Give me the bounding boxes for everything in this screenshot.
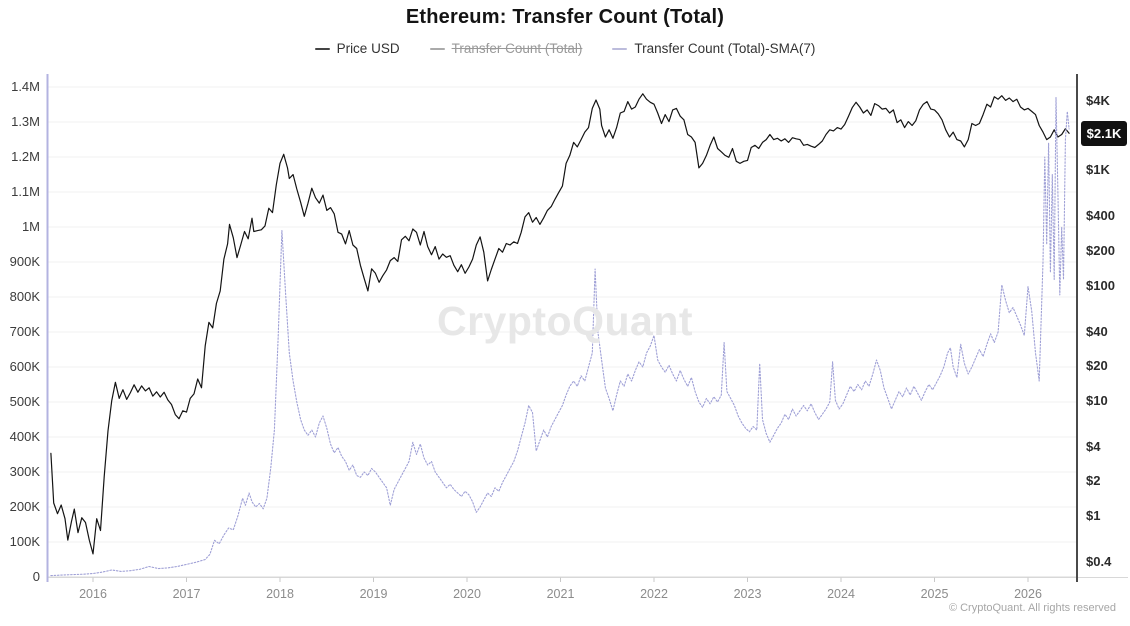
line-marker-icon bbox=[612, 47, 628, 50]
x-axis-label: 2026 bbox=[1014, 587, 1042, 601]
y-axis-label-right: $10 bbox=[1086, 392, 1108, 408]
line-marker-icon bbox=[429, 47, 445, 50]
x-axis-label: 2020 bbox=[453, 587, 481, 601]
y-axis-label-left: 500K bbox=[9, 394, 40, 409]
y-axis-label-left: 1.3M bbox=[11, 114, 40, 129]
y-axis-label-right: $0.4 bbox=[1086, 554, 1112, 569]
x-axis-label: 2018 bbox=[266, 587, 294, 601]
page-title: Ethereum: Transfer Count (Total) bbox=[405, 6, 725, 28]
y-axis-label-left: 300K bbox=[9, 464, 40, 479]
current-price-badge: $2.1K bbox=[1081, 120, 1127, 146]
y-axis-label-left: 700K bbox=[9, 324, 40, 339]
x-axis-label: 2019 bbox=[359, 587, 388, 601]
x-axis-label: 2021 bbox=[546, 587, 575, 601]
y-axis-label-left: 1.2M bbox=[11, 149, 40, 164]
x-axis-label: 2025 bbox=[920, 587, 949, 601]
y-axis-label-left: 600K bbox=[9, 359, 40, 374]
y-axis-label-left: 100K bbox=[9, 534, 40, 549]
x-axis-label: 2022 bbox=[640, 587, 668, 601]
x-axis-label: 2023 bbox=[733, 587, 762, 601]
y-axis-label-right: $200 bbox=[1086, 242, 1115, 258]
y-axis-label-left: 0 bbox=[32, 569, 40, 584]
y-axis-label-left: 800K bbox=[9, 289, 40, 304]
y-axis-label-left: 1.4M bbox=[11, 79, 40, 94]
legend: Price USD Transfer Count (Total) Transfe… bbox=[0, 41, 1130, 56]
y-axis-label-left: 400K bbox=[9, 429, 40, 444]
y-axis-label-left: 900K bbox=[9, 254, 40, 269]
y-axis-label-left: 200K bbox=[9, 499, 40, 514]
legend-item-transfer-count[interactable]: Transfer Count (Total) bbox=[429, 41, 583, 56]
y-axis-label-right: $1 bbox=[1086, 508, 1101, 524]
x-axis-label: 2024 bbox=[827, 587, 855, 601]
y-axis-label-left: 1M bbox=[21, 219, 40, 234]
y-axis-label-right: $4 bbox=[1086, 438, 1101, 454]
legend-item-price-usd[interactable]: Price USD bbox=[314, 41, 400, 56]
y-axis-label-right: $20 bbox=[1086, 358, 1108, 374]
y-axis-label-right: $400 bbox=[1086, 208, 1115, 224]
legend-item-transfer-count-sma[interactable]: Transfer Count (Total)-SMA(7) bbox=[612, 41, 815, 56]
y-axis-label-right: $1K bbox=[1086, 162, 1110, 178]
y-axis-label-left: 1.1M bbox=[11, 184, 40, 199]
series-line-price bbox=[50, 93, 1070, 555]
legend-label: Transfer Count (Total)-SMA(7) bbox=[634, 41, 816, 56]
y-axis-label-right: $100 bbox=[1086, 277, 1115, 293]
line-marker-icon bbox=[314, 47, 330, 50]
series-line-sma bbox=[50, 96, 1070, 577]
y-axis-label-right: $2 bbox=[1086, 473, 1101, 489]
legend-label: Price USD bbox=[336, 41, 400, 56]
x-axis-label: 2017 bbox=[172, 587, 201, 601]
y-axis-label-right: $4K bbox=[1086, 93, 1110, 108]
legend-label: Transfer Count (Total) bbox=[451, 41, 583, 56]
y-axis-label-right: $40 bbox=[1086, 323, 1108, 339]
x-axis-label: 2016 bbox=[79, 587, 107, 601]
copyright-text: © CryptoQuant. All rights reserved bbox=[948, 602, 1116, 614]
